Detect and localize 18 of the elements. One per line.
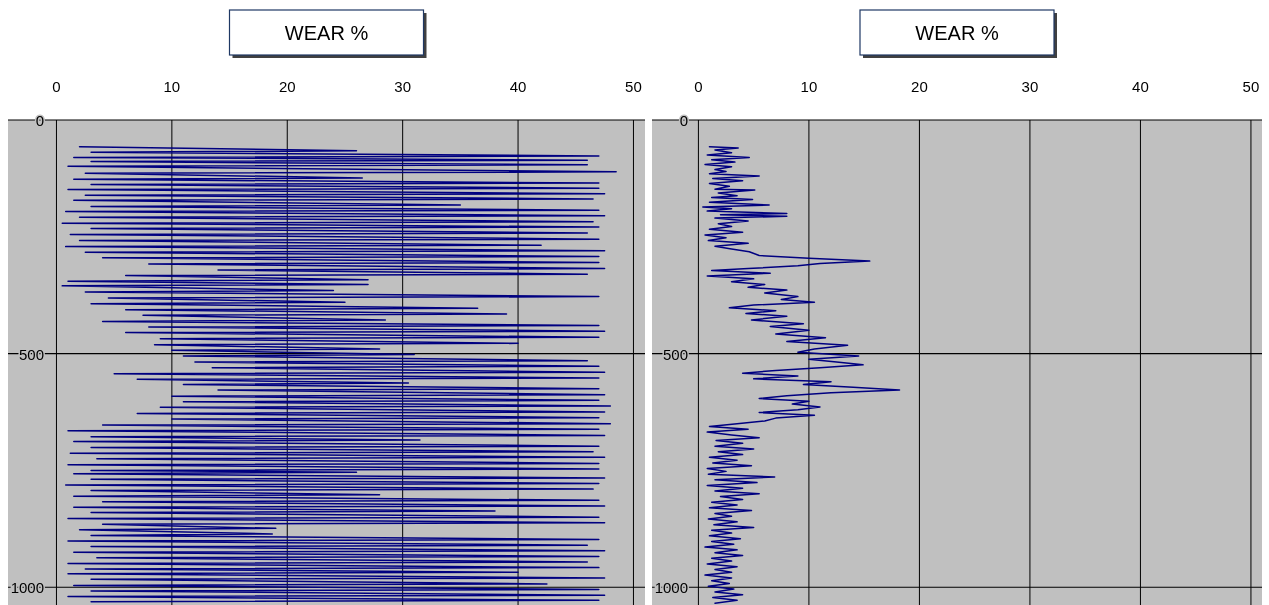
x-tick-label: 40	[1132, 78, 1149, 95]
y-tick-label: 0	[679, 112, 688, 129]
x-tick-label: 0	[694, 78, 703, 95]
x-tick-label: 40	[509, 78, 527, 95]
chart-title: WEAR %	[915, 22, 999, 44]
line-series	[702, 145, 901, 604]
x-tick-label: 20	[911, 78, 928, 95]
x-tick-label: 10	[163, 78, 181, 95]
x-tick-label: 30	[394, 78, 412, 95]
x-tick-label: 0	[52, 78, 61, 95]
x-tick-label: 50	[625, 78, 642, 95]
line-series	[61, 145, 617, 603]
y-tick-label: 0	[35, 112, 44, 129]
chart-title: WEAR %	[284, 22, 369, 44]
x-tick-label: 20	[278, 78, 296, 95]
x-tick-label: 50	[1242, 78, 1260, 95]
x-tick-label: 10	[800, 78, 818, 95]
x-tick-label: 30	[1021, 78, 1039, 95]
